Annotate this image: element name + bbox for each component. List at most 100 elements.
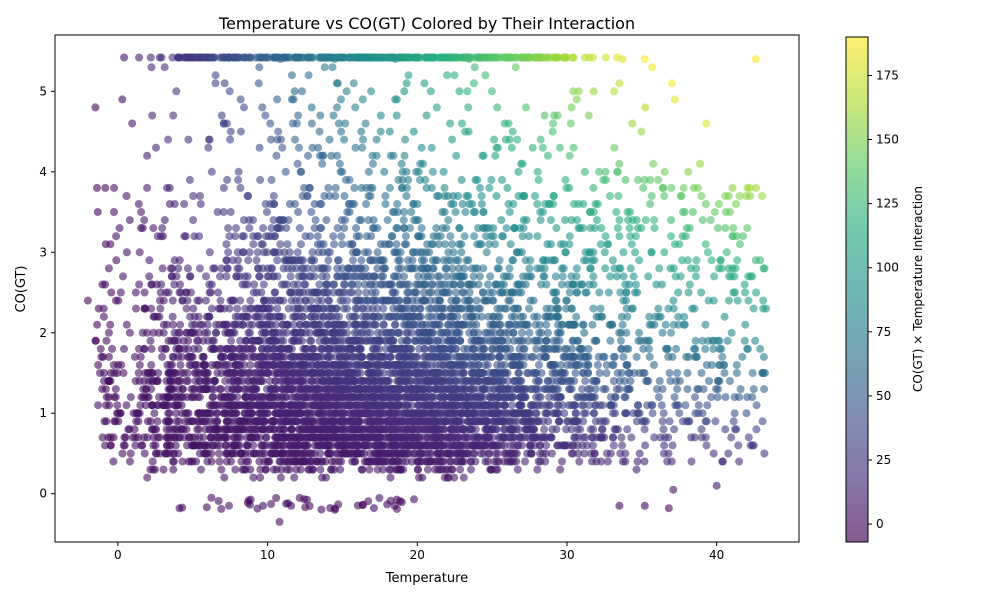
scatter-point (294, 208, 303, 216)
scatter-point (588, 53, 597, 62)
scatter-point (480, 296, 489, 305)
scatter-point (233, 304, 242, 313)
scatter-point (189, 304, 198, 313)
scatter-point (602, 361, 611, 369)
scatter-point (548, 127, 557, 136)
scatter-point (314, 328, 322, 337)
scatter-point (503, 457, 512, 466)
scatter-point (391, 320, 400, 329)
scatter-point (258, 352, 267, 361)
scatter-point (116, 288, 125, 297)
scatter-point (369, 216, 378, 225)
scatter-point (104, 393, 113, 402)
scatter-point (148, 111, 157, 120)
scatter-point (615, 159, 624, 168)
scatter-point (392, 224, 401, 233)
scatter-point (543, 328, 552, 337)
scatter-point (172, 417, 181, 426)
scatter-point (522, 103, 530, 112)
scatter-point (372, 151, 381, 160)
scatter-point (126, 457, 134, 466)
scatter-point (673, 369, 682, 377)
scatter-point (428, 280, 437, 289)
scatter-point (627, 433, 636, 442)
scatter-point (464, 103, 473, 112)
scatter-point (126, 449, 135, 458)
scatter-point (339, 280, 348, 289)
scatter-point (189, 192, 198, 200)
scatter-point (174, 328, 183, 337)
scatter-point (471, 208, 479, 216)
scatter-point (147, 63, 156, 72)
scatter-point (494, 264, 503, 273)
scatter-point (658, 385, 667, 394)
scatter-point (456, 336, 465, 345)
scatter-point (713, 393, 722, 402)
scatter-point (514, 352, 523, 361)
scatter-point (564, 280, 573, 289)
scatter-point (384, 240, 393, 249)
scatter-point (120, 344, 128, 353)
scatter-point (325, 192, 334, 200)
scatter-point (379, 320, 388, 329)
scatter-point (165, 409, 174, 418)
scatter-point (418, 264, 426, 273)
scatter-point (366, 280, 374, 289)
scatter-point (470, 344, 479, 353)
scatter-point (484, 449, 493, 458)
scatter-point (205, 280, 214, 289)
scatter-point (308, 248, 317, 257)
scatter-point (314, 143, 323, 152)
scatter-point (491, 240, 499, 249)
scatter-point (349, 79, 358, 88)
scatter-point (479, 151, 488, 160)
scatter-point (106, 320, 115, 329)
scatter-point (101, 441, 109, 450)
scatter-point (417, 336, 426, 345)
scatter-point (212, 328, 221, 337)
scatter-point (91, 103, 100, 112)
scatter-point (351, 143, 360, 152)
scatter-point (476, 304, 484, 313)
scatter-point (403, 328, 412, 337)
scatter-point (267, 175, 276, 184)
scatter-point (568, 344, 576, 353)
scatter-point (219, 183, 228, 192)
scatter-point (262, 208, 271, 216)
scatter-point (366, 192, 375, 200)
scatter-point (309, 264, 318, 273)
scatter-point (290, 473, 299, 482)
scatter-point (581, 377, 590, 385)
scatter-point (189, 216, 198, 225)
scatter-point (648, 409, 657, 418)
scatter-point (166, 264, 175, 273)
scatter-point (668, 79, 676, 88)
scatter-point (536, 264, 545, 273)
scatter-point (415, 344, 424, 353)
scatter-point (558, 457, 566, 466)
scatter-point (271, 377, 280, 385)
scatter-point (189, 441, 198, 450)
scatter-point (159, 465, 168, 474)
scatter-point (533, 200, 542, 208)
scatter-point (114, 296, 123, 305)
scatter-point (397, 159, 406, 168)
scatter-point (432, 224, 441, 233)
scatter-point (100, 369, 109, 377)
scatter-point (472, 320, 481, 329)
scatter-point (226, 135, 235, 144)
scatter-point (569, 449, 577, 458)
scatter-point (472, 369, 481, 377)
scatter-point (364, 167, 373, 176)
scatter-point (180, 200, 189, 208)
scatter-point (190, 385, 199, 394)
scatter-point (452, 256, 460, 265)
scatter-point (546, 304, 555, 313)
scatter-point (507, 312, 516, 321)
scatter-point (128, 119, 137, 128)
scatter-point (514, 280, 523, 289)
scatter-point (236, 183, 245, 192)
scatter-point (647, 192, 656, 200)
scatter-point (595, 369, 604, 377)
scatter-point (654, 393, 663, 402)
